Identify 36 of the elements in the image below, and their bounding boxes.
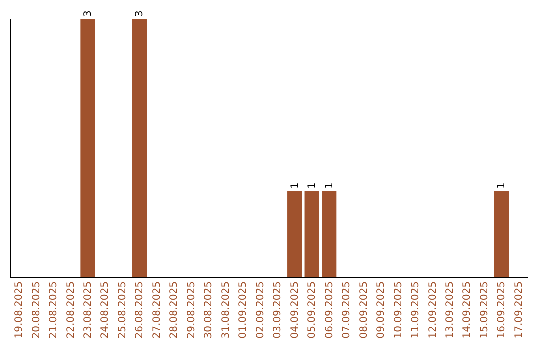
x-tick-label: 09.09.2025 xyxy=(376,282,388,339)
x-tick-label: 14.09.2025 xyxy=(462,282,474,339)
data-label: 3 xyxy=(83,10,94,17)
x-tick-label: 19.08.2025 xyxy=(14,282,26,339)
x-tick-label: 28.08.2025 xyxy=(169,282,180,339)
x-tick-label: 13.09.2025 xyxy=(445,282,456,339)
x-tick-label: 04.09.2025 xyxy=(290,282,301,339)
data-label: 1 xyxy=(324,182,336,189)
x-tick-label: 08.09.2025 xyxy=(358,282,370,339)
x-tick-label: 05.09.2025 xyxy=(307,282,318,339)
x-tick-label: 11.09.2025 xyxy=(410,282,422,339)
x-tick-label: 06.09.2025 xyxy=(324,282,336,339)
x-tick-label: 16.09.2025 xyxy=(496,282,508,339)
x-tick-label: 31.08.2025 xyxy=(220,282,232,339)
x-tick-label: 10.09.2025 xyxy=(393,282,404,339)
x-tick-label: 03.09.2025 xyxy=(272,282,284,339)
x-tick-label: 26.08.2025 xyxy=(134,282,146,339)
x-tick-label: 27.08.2025 xyxy=(152,282,163,339)
x-tick-label: 07.09.2025 xyxy=(342,282,353,339)
data-label: 1 xyxy=(290,182,301,189)
x-tick-label: 20.08.2025 xyxy=(31,282,42,339)
x-tick-label: 24.08.2025 xyxy=(100,282,112,339)
x-tick-label: 22.08.2025 xyxy=(66,282,77,339)
x-tick-label: 25.08.2025 xyxy=(117,282,128,339)
x-tick-label: 29.08.2025 xyxy=(186,282,198,339)
x-tick-label: 17.09.2025 xyxy=(514,282,525,339)
x-tick-label: 01.09.2025 xyxy=(238,282,250,339)
data-label: 3 xyxy=(134,10,146,17)
x-tick-label: 12.09.2025 xyxy=(428,282,439,339)
data-label: 1 xyxy=(307,182,318,189)
x-tick-label: 30.08.2025 xyxy=(204,282,215,339)
data-label: 1 xyxy=(496,182,508,189)
x-tick-label: 23.08.2025 xyxy=(83,282,94,339)
x-tick-label: 02.09.2025 xyxy=(255,282,266,339)
x-tick-label: 21.08.2025 xyxy=(48,282,60,339)
x-tick-label: 15.09.2025 xyxy=(479,282,490,339)
